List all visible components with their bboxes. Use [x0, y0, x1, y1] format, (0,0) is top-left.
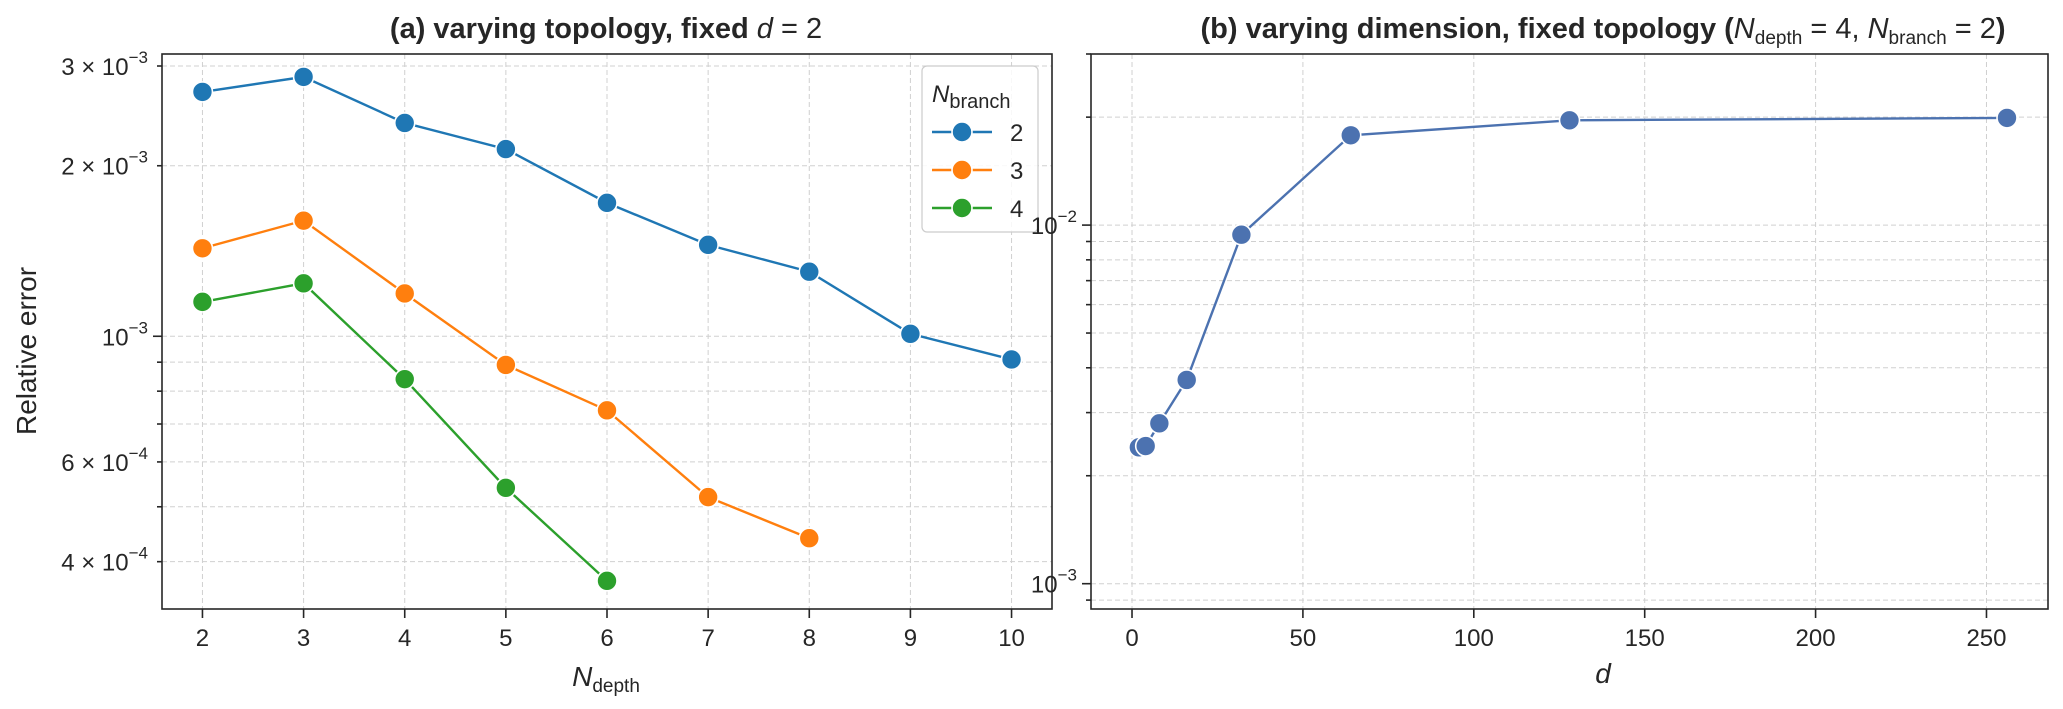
- panel-b-y-ticks: 10−2 10−3: [1031, 53, 1091, 601]
- y-tick-label: 10−3: [102, 318, 148, 351]
- data-point: [596, 192, 618, 214]
- data-point: [191, 291, 214, 313]
- data-point: [596, 570, 618, 592]
- data-point: [1339, 124, 1362, 147]
- data-point: [1000, 348, 1023, 371]
- data-point: [191, 237, 214, 260]
- data-point: [393, 112, 416, 134]
- panel-a-series-group: [191, 66, 1023, 592]
- panel-a-y-axis-label: Relative error: [11, 267, 42, 435]
- panel-b-varying-dimension: 0 50 100 150 200 250 10−2 10−3 (b) varying dim…: [1031, 13, 2049, 689]
- panel-a-title: (a) varying topology, fixed d = 2: [390, 13, 822, 45]
- data-point: [1558, 109, 1581, 132]
- x-tick-label: 200: [1796, 625, 1836, 652]
- panel-a-y-ticks: 3 × 10−3 2 × 10−3 10−3 6 × 10−4 4 × 10−4: [61, 48, 162, 577]
- x-tick-label: 5: [499, 625, 512, 652]
- legend-marker: [951, 197, 973, 219]
- x-tick-label: 4: [398, 625, 411, 652]
- x-tick-label: 2: [196, 625, 209, 652]
- x-tick-label: 3: [297, 625, 310, 652]
- x-tick-label: 150: [1625, 625, 1665, 652]
- data-point: [1175, 369, 1198, 391]
- series-3: [191, 209, 821, 550]
- y-tick-label: 10−2: [1031, 207, 1077, 240]
- series-line: [1138, 116, 2007, 449]
- data-point: [1134, 435, 1157, 457]
- panel-b-title: (b) varying dimension, fixed topology (N…: [1200, 13, 2005, 49]
- x-tick-label: 8: [803, 625, 816, 652]
- data-point: [495, 354, 517, 376]
- legend-label: 4: [1010, 196, 1023, 223]
- legend-label: 2: [1010, 120, 1023, 147]
- x-tick-label: 6: [600, 625, 613, 652]
- panel-b-grid: [1091, 53, 2048, 609]
- data-point: [596, 399, 618, 422]
- legend-title: Nbranch: [932, 81, 1011, 113]
- panel-a-legend: Nbranch 2 3 4: [921, 65, 1039, 233]
- data-point: [292, 66, 315, 88]
- legend-entry-2: 2: [932, 120, 1023, 147]
- y-tick-label: 3 × 10−3: [61, 48, 148, 81]
- data-point: [697, 486, 719, 508]
- data-point: [292, 209, 315, 232]
- legend-entry-4: 4: [932, 196, 1023, 223]
- legend-entry-3: 3: [932, 158, 1023, 185]
- x-tick-label: 10: [998, 625, 1025, 652]
- data-point: [798, 527, 821, 550]
- data-point: [1996, 107, 2018, 129]
- legend-items: 2 3 4: [932, 120, 1023, 223]
- y-tick-label: 2 × 10−3: [61, 148, 148, 181]
- y-tick-label: 6 × 10−4: [61, 444, 148, 477]
- y-tick-label: 10−3: [1031, 566, 1077, 599]
- data-point: [495, 477, 517, 499]
- data-point: [798, 260, 821, 283]
- legend-marker: [951, 121, 973, 143]
- x-tick-label: 250: [1966, 625, 2006, 652]
- legend-label: 3: [1010, 158, 1023, 185]
- data-point: [1148, 412, 1171, 435]
- panel-b-axes: [1090, 53, 2049, 610]
- panel-a-x-ticks: 2 3 4 5 6 7 8 9 10: [196, 609, 1025, 652]
- series-N_depth=4, N_branch=2: [1128, 107, 2018, 459]
- legend-marker: [951, 159, 973, 181]
- x-tick-label: 100: [1454, 625, 1494, 652]
- panel-a-x-axis-label: Ndepth: [572, 661, 640, 697]
- data-point: [292, 272, 315, 295]
- data-point: [393, 282, 416, 305]
- panel-a-varying-topology: 2 3 4 5 6 7 8 9 10 3 × 10−3 2 × 10−3 10−3 6 × 10−4 4…: [11, 13, 1053, 697]
- legend-frame: [921, 65, 1039, 233]
- x-tick-label: 7: [701, 625, 714, 652]
- x-tick-label: 50: [1290, 625, 1317, 652]
- series-4: [191, 272, 618, 592]
- y-tick-label: 4 × 10−4: [61, 544, 148, 577]
- plot-frame: [1090, 53, 2049, 610]
- x-tick-label: 9: [904, 625, 917, 652]
- data-point: [1230, 223, 1253, 246]
- panel-b-x-axis-label: d: [1595, 658, 1612, 689]
- data-point: [697, 234, 719, 256]
- data-point: [899, 323, 922, 345]
- x-tick-label: 0: [1125, 625, 1138, 652]
- data-point: [495, 138, 517, 160]
- panel-b-x-ticks: 0 50 100 150 200 250: [1125, 609, 2007, 652]
- data-point: [393, 368, 416, 390]
- data-point: [191, 81, 214, 103]
- panel-b-series-group: [1128, 107, 2018, 459]
- series-2: [191, 66, 1023, 371]
